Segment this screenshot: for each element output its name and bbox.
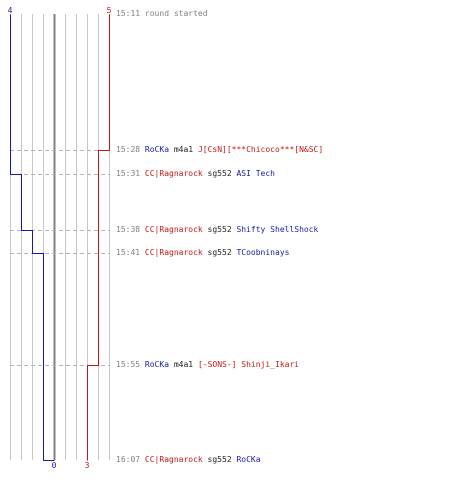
event-time: 16:07 xyxy=(116,455,141,464)
event-kill-row: 15:55 RoCKa m4a1 [-SONS-] Shinji_Ikari xyxy=(116,360,299,370)
red-team-alive-line xyxy=(87,14,110,461)
event-text: round started xyxy=(144,9,208,18)
event-victim: TCoobninays xyxy=(236,248,290,257)
event-victim: Shifty ShellShock xyxy=(236,225,319,234)
event-round-start: 15:11 round started xyxy=(116,9,208,19)
event-kill-row: 15:41 CC|Ragnarock sg552 TCoobninays xyxy=(116,248,289,258)
event-weapon: m4a1 xyxy=(173,360,194,369)
event-time: 15:11 xyxy=(116,9,141,18)
event-killer: CC|Ragnarock xyxy=(144,455,203,464)
blue-team-alive-line xyxy=(10,14,55,461)
event-killer: CC|Ragnarock xyxy=(144,248,203,257)
event-killer: RoCKa xyxy=(144,360,170,369)
event-time: 15:38 xyxy=(116,225,141,234)
event-victim: ASI Tech xyxy=(236,169,275,178)
red-end-count: 3 xyxy=(85,461,90,470)
event-victim: J[CsN][***Chicoco***[N&SC] xyxy=(197,145,324,154)
event-time: 15:41 xyxy=(116,248,141,257)
event-time: 15:55 xyxy=(116,360,141,369)
event-victim: RoCKa xyxy=(236,455,261,464)
event-weapon: sg552 xyxy=(207,169,232,178)
blue-end-count: 0 xyxy=(52,461,57,470)
event-time: 15:28 xyxy=(116,145,141,154)
event-victim: [-SONS-] Shinji_Ikari xyxy=(197,360,300,369)
event-killer: CC|Ragnarock xyxy=(144,225,203,234)
event-kill-row: 15:38 CC|Ragnarock sg552 Shifty ShellSho… xyxy=(116,225,318,235)
blue-start-count: 4 xyxy=(8,6,13,15)
red-start-count: 5 xyxy=(107,6,112,15)
event-kill-row: 15:28 RoCKa m4a1 J[CsN][***Chicoco***[N&… xyxy=(116,145,323,155)
event-weapon: sg552 xyxy=(207,248,232,257)
event-kill-row: 15:31 CC|Ragnarock sg552 ASI Tech xyxy=(116,169,275,179)
event-killer: RoCKa xyxy=(144,145,170,154)
event-killer: CC|Ragnarock xyxy=(144,169,203,178)
event-kill-row: 16:07 CC|Ragnarock sg552 RoCKa xyxy=(116,455,261,465)
event-weapon: m4a1 xyxy=(173,145,194,154)
event-weapon: sg552 xyxy=(207,225,232,234)
event-time: 15:31 xyxy=(116,169,141,178)
event-weapon: sg552 xyxy=(207,455,232,464)
